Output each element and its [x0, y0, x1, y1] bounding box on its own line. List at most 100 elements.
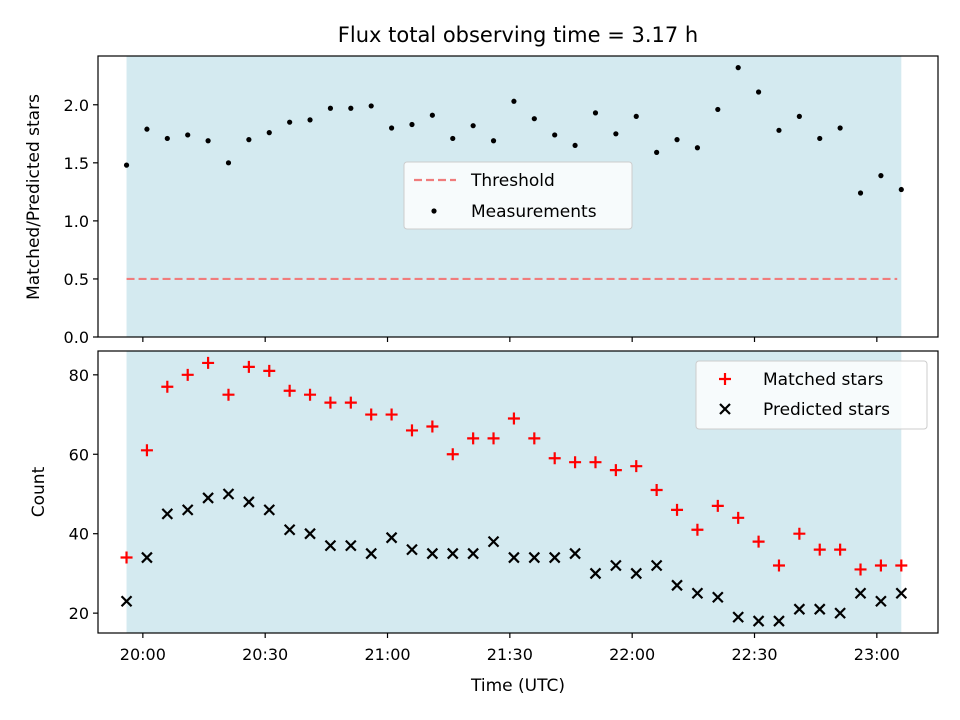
predicted-star-point [508, 551, 520, 564]
top-y-tick-label: 0.5 [64, 270, 89, 289]
measurement-point [450, 135, 456, 142]
predicted-star-point [467, 547, 479, 560]
bottom-y-tick-label: 60 [69, 445, 89, 464]
matched-star-point [772, 559, 785, 572]
measurement-point [470, 123, 476, 129]
matched-star-point [528, 432, 541, 445]
top-plot-frame [97, 55, 939, 338]
predicted-star-point [161, 508, 174, 520]
legend-matched-swatch [719, 373, 731, 385]
matched-star-point [487, 432, 500, 445]
bottom-legend: Matched stars Predicted stars [695, 360, 928, 430]
predicted-star-point [304, 527, 316, 540]
measurement-point [246, 137, 252, 143]
measurement-point [123, 162, 130, 168]
x-tick-label: 23:00 [854, 645, 900, 664]
measurement-point [287, 119, 293, 125]
legend-predicted-label: Predicted stars [763, 400, 890, 420]
matched-star-point [895, 559, 908, 572]
measurement-point [266, 130, 272, 136]
measurement-point [225, 160, 232, 166]
x-axis-label: Time (UTC) [470, 676, 565, 696]
matched-star-point [365, 408, 378, 421]
matched-star-point [589, 456, 602, 469]
measurement-point [409, 121, 415, 128]
predicted-star-point [691, 587, 704, 600]
measurement-point [348, 105, 354, 111]
matched-star-point [569, 456, 582, 469]
legend-predicted-swatch [719, 403, 731, 415]
measurement-point [776, 127, 782, 133]
predicted-star-point [243, 496, 255, 508]
predicted-star-point [181, 504, 194, 516]
x-tick-label: 22:00 [609, 645, 655, 664]
measurement-point [388, 125, 395, 131]
bottom-y-tick-label: 20 [69, 604, 89, 623]
measurement-point [205, 138, 211, 144]
measurement-point [755, 89, 762, 95]
predicted-star-point [671, 579, 683, 592]
predicted-star-point [120, 595, 133, 608]
predicted-star-point [875, 595, 887, 608]
matched-star-point [385, 408, 398, 421]
matched-star-point [222, 388, 235, 401]
matched-star-point [344, 396, 357, 409]
top-y-tick-label: 1.0 [64, 212, 89, 231]
matched-star-point [140, 444, 153, 457]
bottom-y-tick-label: 40 [69, 525, 89, 544]
predicted-star-point [345, 539, 357, 552]
chart-title: Flux total observing time = 3.17 h [338, 23, 698, 47]
predicted-star-point [426, 547, 439, 560]
matched-star-point [548, 452, 561, 465]
matched-star-point [426, 420, 439, 433]
matched-star-point [507, 412, 520, 425]
ratio-panel: 0.00.51.01.52.0 Matched/Predicted stars … [24, 55, 939, 347]
predicted-star-point [630, 567, 643, 580]
measurement-point [185, 132, 191, 138]
predicted-star-point [793, 603, 806, 615]
matched-star-point [446, 448, 459, 461]
matched-star-point [752, 535, 765, 548]
measurement-point [327, 105, 334, 111]
matched-star-point [630, 460, 643, 473]
matched-star-point [202, 356, 215, 369]
measurement-point [429, 112, 435, 118]
bottom-plot-frame [97, 350, 939, 634]
legend-matched-label: Matched stars [763, 370, 883, 390]
matched-star-point [834, 543, 847, 556]
legend-measurement-swatch [431, 208, 437, 214]
measurement-point [511, 98, 517, 104]
measurement-point [144, 126, 150, 132]
matched-star-point [609, 464, 622, 477]
predicted-star-point [141, 551, 153, 564]
measurement-point [694, 145, 701, 151]
legend-measurements-label: Measurements [471, 202, 597, 222]
matched-star-point [181, 368, 194, 381]
matched-star-point [324, 396, 337, 409]
predicted-star-point [813, 603, 826, 615]
predicted-star-point [712, 591, 724, 604]
measurement-point [307, 117, 313, 123]
matched-star-point [671, 503, 684, 516]
top-y-tick-label: 1.5 [64, 154, 89, 173]
x-tick-label: 20:00 [120, 645, 166, 664]
matched-star-point [650, 484, 663, 497]
predicted-star-point [324, 539, 337, 552]
predicted-star-point [610, 559, 622, 572]
measurement-point [796, 113, 802, 119]
measurement-point [817, 135, 823, 142]
bottom-y-axis-label: Count [29, 466, 49, 517]
matched-star-point [263, 364, 276, 377]
predicted-star-point [854, 587, 867, 600]
predicted-star-point [834, 607, 846, 619]
matched-star-point [711, 499, 724, 512]
matched-star-point [283, 384, 296, 397]
predicted-star-point [222, 488, 235, 500]
measurement-point [837, 125, 843, 131]
measurement-point [613, 131, 619, 137]
matched-star-point [161, 380, 174, 393]
matched-star-point [854, 563, 867, 576]
measurement-point [368, 103, 374, 109]
matched-star-point [120, 551, 133, 564]
